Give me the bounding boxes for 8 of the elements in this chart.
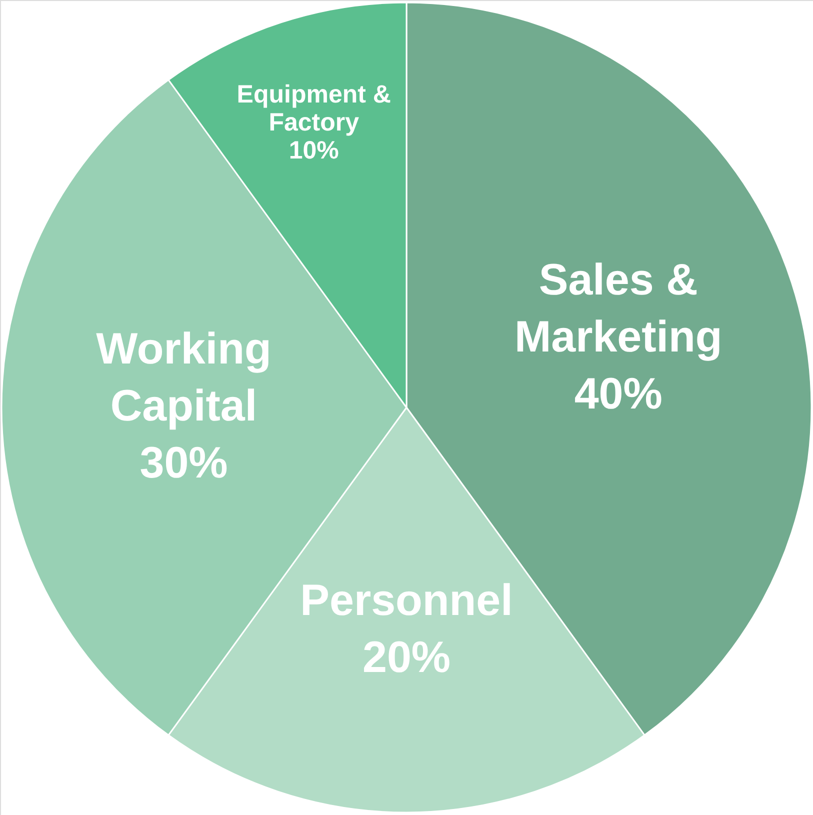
slice-label: Sales & Marketing <box>514 256 722 362</box>
slice-label: Equipment & Factory <box>236 80 391 136</box>
data-label: 40% <box>574 370 662 419</box>
slice-label: Personnel <box>300 576 513 625</box>
slice-label: Working Capital <box>96 324 272 430</box>
data-label: 30% <box>140 438 228 488</box>
data-label: 10% <box>288 136 339 164</box>
data-label: 20% <box>362 632 451 682</box>
